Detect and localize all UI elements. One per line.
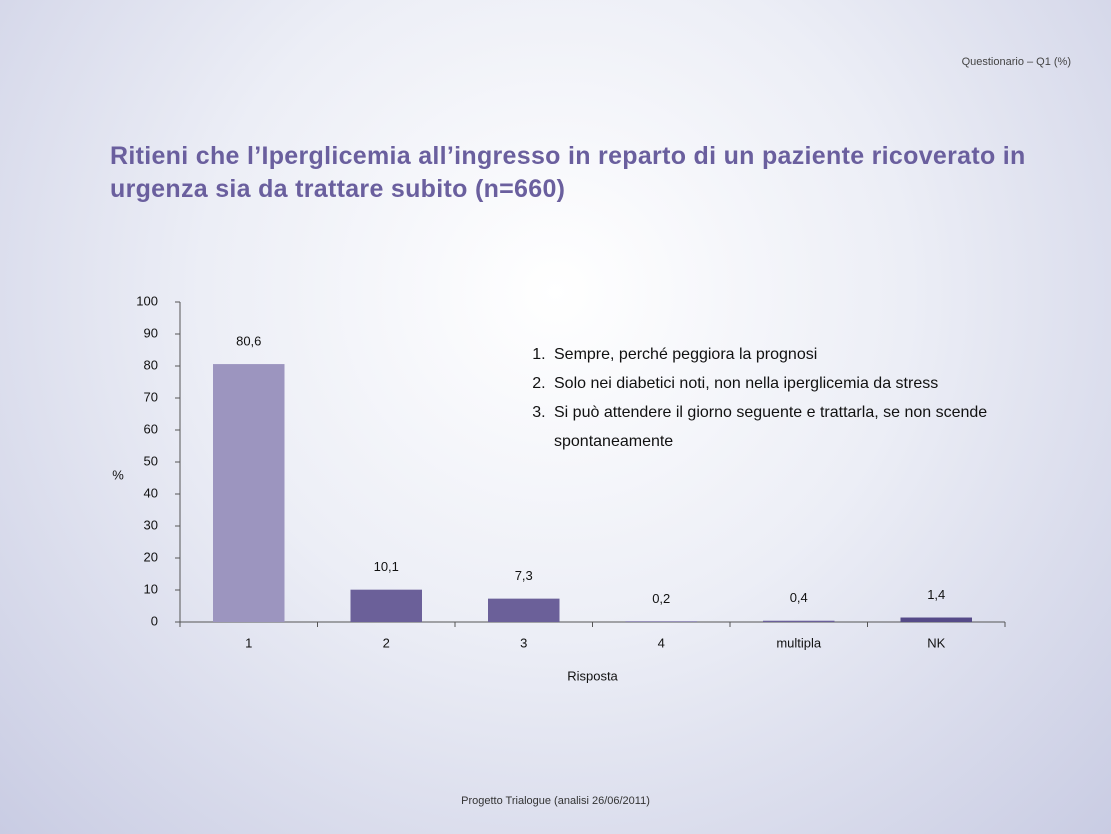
x-tick-label: 2: [383, 635, 390, 650]
header: Questionario – Q1 (%): [961, 56, 1071, 68]
answer: Solo nei diabetici noti, non nella iperg…: [550, 369, 1090, 398]
x-tick-label: 3: [520, 635, 527, 650]
footer: Progetto Trialogue (analisi 26/06/2011): [461, 795, 650, 807]
y-tick-label: 10: [144, 581, 158, 596]
answer: Sempre, perché peggiora la prognosi: [550, 340, 1090, 369]
x-tick-label: NK: [927, 635, 945, 650]
y-tick-label: 40: [144, 485, 158, 500]
x-tick-label: multipla: [776, 635, 822, 650]
answer-list: Sempre, perché peggiora la prognosi Solo…: [512, 340, 1090, 456]
bar: [900, 617, 972, 622]
value-label: 80,6: [236, 334, 261, 349]
x-tick-label: 4: [658, 635, 665, 650]
value-label: 1,4: [927, 587, 945, 602]
value-label: 10,1: [374, 559, 399, 574]
x-axis-label: Risposta: [567, 668, 618, 683]
y-tick-label: 20: [144, 549, 158, 564]
bar: [763, 620, 835, 622]
y-tick-label: 60: [144, 421, 158, 436]
bar: [213, 364, 285, 622]
x-tick-label: 1: [245, 635, 252, 650]
value-label: 0,4: [790, 590, 808, 605]
answer: Si può attendere il giorno seguente e tr…: [550, 398, 1090, 456]
chart-title: Ritieni che l’Iperglicemia all’ingresso …: [110, 142, 1026, 203]
y-tick-label: 80: [144, 357, 158, 372]
y-tick-label: 90: [144, 325, 158, 340]
bar: [350, 589, 422, 622]
value-label: 7,3: [515, 568, 533, 583]
y-axis-label: %: [112, 467, 124, 482]
y-tick-label: 50: [144, 453, 158, 468]
y-tick-label: 100: [136, 293, 158, 308]
value-label: 0,2: [652, 591, 670, 606]
bar: [488, 598, 560, 622]
y-tick-label: 30: [144, 517, 158, 532]
bar: [625, 621, 697, 622]
y-tick-label: 0: [151, 613, 158, 628]
y-tick-label: 70: [144, 389, 158, 404]
